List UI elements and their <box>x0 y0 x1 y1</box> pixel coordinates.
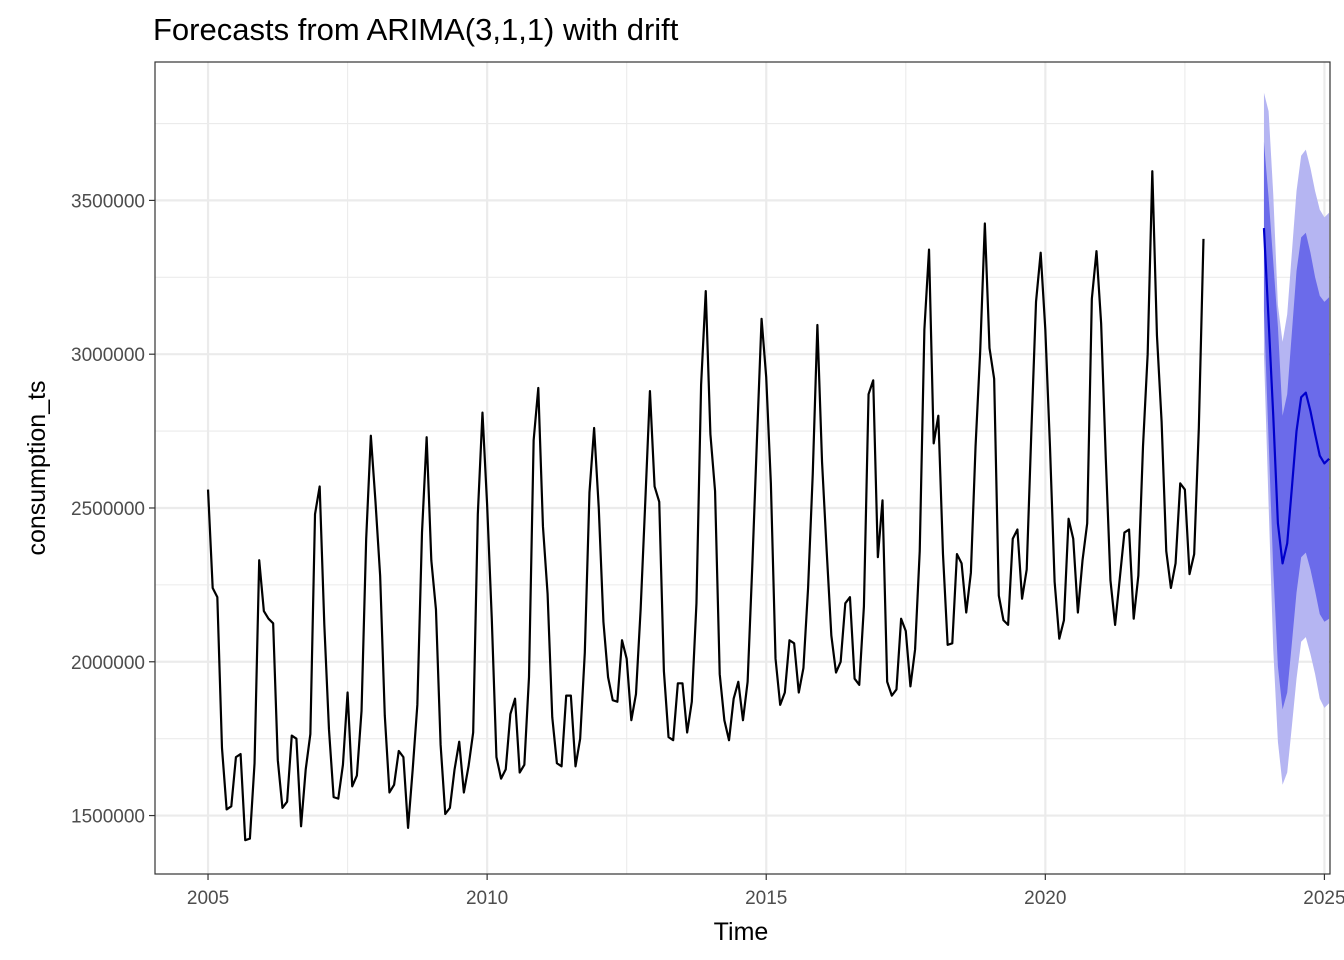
forecast-mean-line <box>1262 228 1330 565</box>
y-tick-label: 2000000 <box>71 653 145 674</box>
y-tick-label: 3500000 <box>71 191 145 212</box>
x-axis-title: Time <box>714 918 769 946</box>
y-tick-label: 1500000 <box>71 807 145 828</box>
y-tick-label: 3000000 <box>71 345 145 366</box>
x-tick-label: 2015 <box>745 888 787 909</box>
x-tick-label: 2010 <box>466 888 508 909</box>
x-tick-label: 2020 <box>1024 888 1066 909</box>
plot-panel: 2005 2010 2015 2020 2025 1500000 2000000 250000… <box>71 61 1344 909</box>
history-series-line <box>206 170 1205 842</box>
x-tick-label: 2025 <box>1303 888 1344 909</box>
y-axis-title: consumption_ts <box>23 380 51 555</box>
y-tick-label: 2500000 <box>71 499 145 520</box>
x-tick-label: 2005 <box>187 888 229 909</box>
chart-title: Forecasts from ARIMA(3,1,1) with drift <box>153 12 679 47</box>
panel-border <box>154 61 1331 875</box>
